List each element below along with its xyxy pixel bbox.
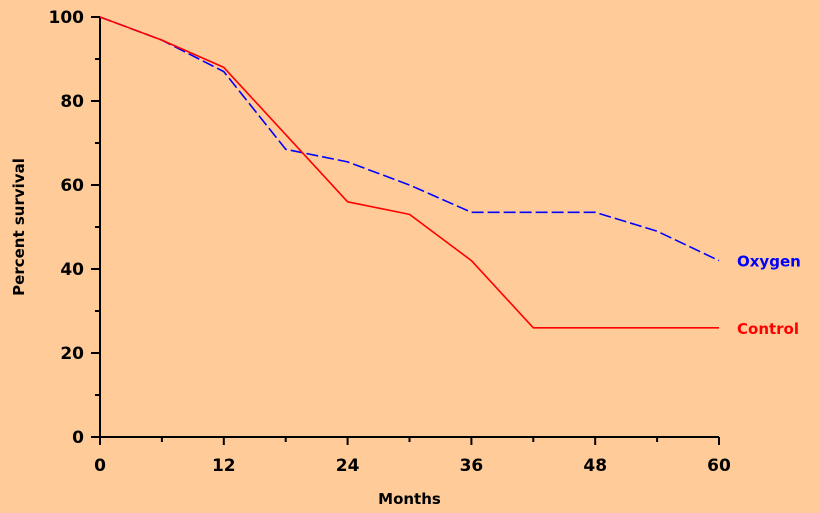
y-tick-label-60: 60 [60, 176, 84, 196]
x-tick-label-60: 60 [707, 456, 731, 476]
y-tick-label-100: 100 [49, 8, 85, 28]
y-tick-label-80: 80 [60, 92, 84, 112]
x-tick-label-24: 24 [336, 456, 360, 476]
series-label-control: Control [737, 320, 799, 338]
x-tick-label-0: 0 [94, 456, 106, 476]
series-label-oxygen: Oxygen [737, 253, 801, 271]
series-line-oxygen [99, 16, 720, 262]
y-tick-label-20: 20 [60, 344, 84, 364]
axes-layer [91, 16, 720, 445]
x-tick-label-12: 12 [212, 456, 236, 476]
y-tick-label-0: 0 [72, 428, 84, 448]
series-line-control [99, 16, 719, 329]
x-tick-label-48: 48 [583, 456, 607, 476]
labels-layer: Months Percent survival 0 12 24 36 48 60 0 20 40… [10, 8, 801, 508]
x-axis-title: Months [378, 490, 441, 508]
series-layer [99, 16, 720, 329]
y-axis-title: Percent survival [10, 158, 28, 296]
y-tick-label-40: 40 [60, 260, 84, 280]
x-tick-label-36: 36 [460, 456, 484, 476]
